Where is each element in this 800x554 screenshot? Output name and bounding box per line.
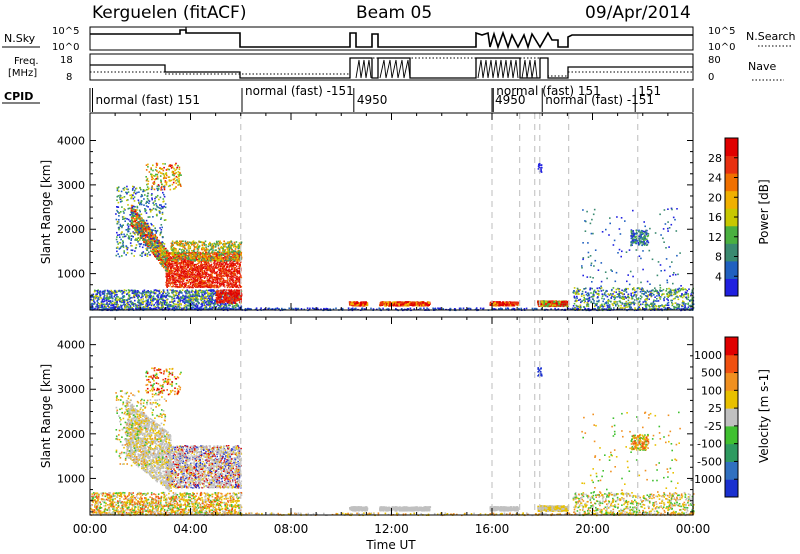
velocity-cbar-tick-0: 1000 [694,349,722,362]
power-colorbar-label: Power [dB] [757,179,771,244]
x-axis-title: Time UT [365,538,416,552]
velocity-cbar-tick-7: -1000 [690,473,722,486]
power-cbar-tick-4: 20 [708,191,722,204]
cpid-panel: CPID normal (fast) 151 normal (fast) -151… [2,84,693,112]
nsky-label: N.Sky [4,32,36,45]
x-tick-label-4: 16:00 [475,522,510,536]
nsky-tick-top: 10^5 [52,26,79,37]
velocity-cbar-tick-6: -500 [697,455,722,468]
cpid-segment-6: 151 [638,84,661,98]
y-tick-label-3: 4000 [57,339,85,352]
nsearch-tick-bottom: 10^0 [708,42,735,53]
velocity-colorbar: 1000 500 100 25 -25 -100 -500 -1000 [690,337,738,498]
station-title: Kerguelen (fitACF) [92,3,246,23]
y-tick-label-0: 1000 [57,472,85,485]
x-tick-label-3: 12:00 [374,522,409,536]
velocity-cbar-tick-4: -25 [704,420,722,433]
y-tick-label-1: 2000 [57,428,85,441]
power-cbar-tick-0: 4 [715,270,722,283]
freq-panel: Freq. [MHz] 18 8 80 0 Nave [8,54,784,83]
velocity-cbar-tick-3: 25 [708,402,722,415]
power-cbar-tick-2: 12 [708,231,722,244]
y-tick-label-0: 1000 [57,268,85,281]
rti-figure: Kerguelen (fitACF) Beam 05 09/Apr/2014 N… [0,0,800,554]
nave-label: Nave [748,60,776,73]
freq-label-1: Freq. [14,56,39,67]
power-cbar-tick-3: 16 [708,211,722,224]
x-tick-label-5: 20:00 [575,522,610,536]
date-title: 09/Apr/2014 [585,3,691,23]
beam-title: Beam 05 [356,3,432,23]
x-tick-label-2: 08:00 [274,522,309,536]
nsearch-label: N.Search [746,30,796,43]
y-tick-label-1: 2000 [57,223,85,236]
nsearch-tick-top: 10^5 [708,26,735,37]
freq-label-2: [MHz] [8,68,37,79]
nsky-tick-bottom: 10^0 [52,42,79,53]
freq-tick-bottom: 8 [66,72,72,83]
freq-tick-top: 18 [60,55,73,66]
power-panel: 1000 2000 3000 4000 Slant Range [km] 4 8 12 16… [39,113,771,311]
velocity-ylabel: Slant Range [km] [39,364,53,468]
cpid-segment-0: normal (fast) 151 [96,93,200,107]
power-cbar-tick-1: 8 [715,251,722,264]
velocity-cbar-tick-1: 500 [701,367,722,380]
power-cbar-tick-6: 28 [708,152,722,165]
y-tick-label-2: 3000 [57,383,85,396]
x-tick-label-6: 00:00 [676,522,711,536]
nsky-trace [90,30,693,47]
x-axis-tick-labels: 00:00 04:00 08:00 12:00 16:00 20:00 00:00 [73,522,711,536]
nave-tick-bottom: 0 [708,72,714,83]
x-tick-label-0: 00:00 [73,522,108,536]
velocity-panel: 1000 2000 3000 4000 Slant Range [km] 1000 50… [39,317,771,516]
y-tick-label-3: 4000 [57,135,85,148]
nsky-panel: N.Sky 10^5 10^0 10^5 10^0 N.Search [2,26,796,53]
power-cbar-tick-5: 24 [708,172,722,185]
y-tick-label-2: 3000 [57,179,85,192]
cpid-label: CPID [4,90,33,103]
power-ylabel: Slant Range [km] [39,160,53,264]
velocity-cbar-tick-2: 100 [701,384,722,397]
velocity-colorbar-label: Velocity [m s-1] [757,369,771,463]
cpid-segment-2: 4950 [357,93,388,107]
velocity-cbar-tick-5: -100 [697,438,722,451]
nave-tick-top: 80 [708,55,721,66]
cpid-segment-1: normal (fast) -151 [245,84,354,98]
power-colorbar: 4 8 12 16 20 24 28 [708,138,738,297]
x-tick-label-1: 04:00 [173,522,208,536]
